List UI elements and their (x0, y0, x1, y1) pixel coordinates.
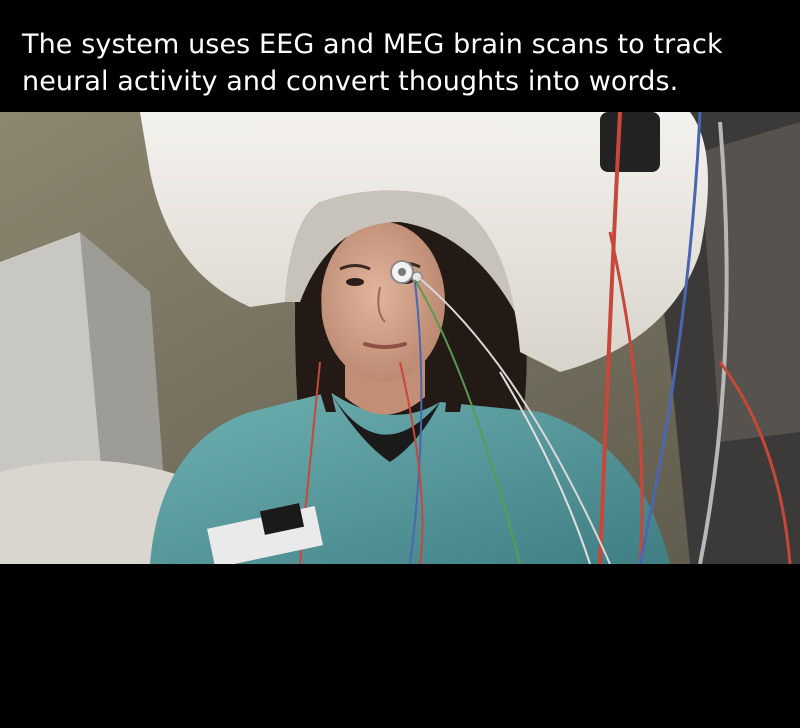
wire-blue (638, 112, 702, 564)
caption-line-1: The system uses EEG and MEG brain scans … (22, 29, 723, 60)
scanner-scene (0, 112, 800, 564)
wire-green (414, 279, 521, 564)
face (321, 222, 445, 382)
caption-line-2: neural activity and convert thoughts int… (22, 66, 679, 97)
left-eye (346, 278, 364, 286)
wire-red (598, 112, 622, 564)
helmet-mount (600, 112, 660, 172)
caption-text: The system uses EEG and MEG brain scans … (22, 26, 792, 100)
scanner-photo (0, 112, 800, 564)
meg-helmet (140, 112, 708, 372)
